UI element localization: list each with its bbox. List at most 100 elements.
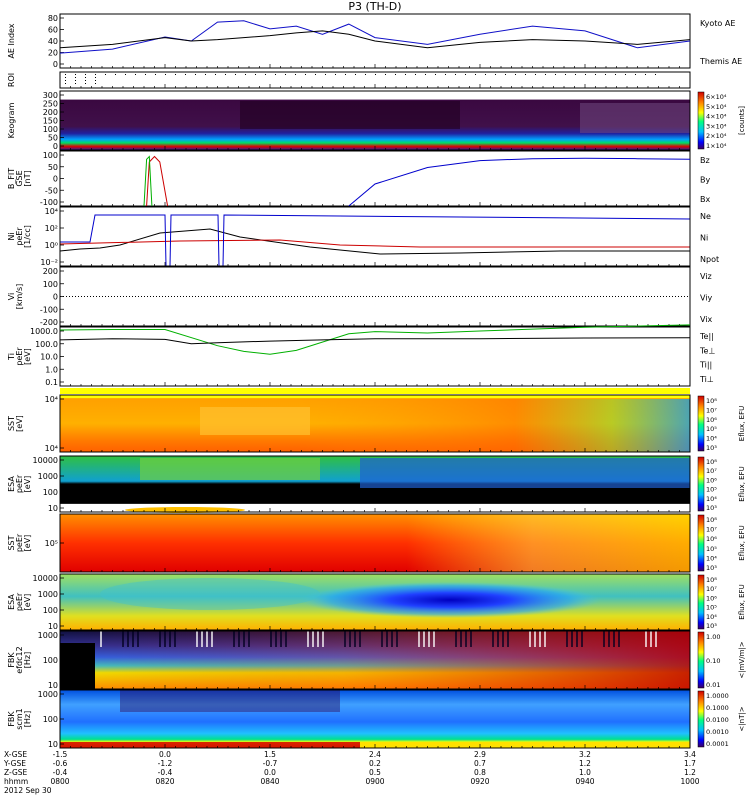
y-tick-label: 10⁰	[45, 241, 58, 250]
roi-dot	[105, 74, 106, 75]
fbk-e-streak	[650, 631, 652, 647]
roi-dot	[655, 74, 656, 75]
colorbar-tick-label: 10⁴	[706, 613, 717, 621]
fbk-e-streak	[174, 631, 176, 647]
panel-vi: 200 100 0 -100 -200 Vi [km/s] Viz Viy Vix	[7, 266, 713, 327]
colorbar-tick-label: 10⁶	[706, 476, 717, 484]
x-axis-value: 0.0	[264, 768, 276, 777]
roi-dot	[65, 80, 66, 81]
fbk-e-red-region	[60, 631, 690, 689]
y-tick-label: 100	[43, 606, 58, 615]
keogram-faint-band	[580, 103, 690, 133]
y-tick-label: 150	[43, 117, 58, 126]
x-axis-value: -1.2	[158, 759, 173, 768]
colorbar-title: <|mV/m|>	[738, 641, 746, 678]
fbk-e-streak	[137, 631, 139, 647]
colorbar-tick-label: 10³	[706, 444, 717, 452]
x-axis-value: -0.7	[263, 759, 278, 768]
fbk-e-streak	[544, 631, 546, 647]
panel-label: peEr	[15, 474, 24, 493]
b-fit-lines	[143, 155, 691, 207]
fbk-e-streak	[243, 631, 245, 647]
fbk-e-streak	[233, 631, 235, 647]
colorbar-tick-label: 10⁶	[706, 535, 717, 543]
fbk-e-streak	[571, 631, 573, 647]
series-label: Kyoto AE	[700, 19, 735, 28]
panel-label: peEr	[15, 533, 24, 552]
y-tick-label: 0	[53, 142, 58, 151]
fbk-e-streak	[349, 631, 351, 647]
roi-dot	[95, 77, 96, 78]
panel-label: [nT]	[23, 170, 32, 186]
fbk-e-streak	[465, 631, 467, 647]
panel-label: FBK	[7, 652, 16, 668]
panel-fbk_b: 1000 100 10 FBK scm1 [Hz] 1.0000 0.1000 0.0100 0.…	[7, 689, 746, 749]
series-label: Ne	[700, 212, 711, 221]
esa-e-green-region	[140, 458, 320, 480]
fbk-e-streak	[576, 631, 578, 647]
y-tick-label: 60	[48, 26, 58, 35]
panel-label: Ni	[7, 232, 16, 240]
colorbar-tick-label: 4×10⁴	[706, 113, 727, 121]
colorbar-gradient	[697, 456, 705, 512]
panel-label: Vi	[7, 293, 16, 301]
series-label: By	[700, 176, 710, 185]
y-tick-label: 50	[48, 163, 58, 172]
roi-dot	[485, 74, 486, 75]
x-axis-value: 0940	[575, 777, 594, 786]
roi-dot	[465, 74, 466, 75]
colorbar-tick-label: 2×10⁴	[706, 132, 727, 140]
y-tick-label: 10.0	[40, 353, 58, 362]
fbk-e-streak	[312, 631, 314, 647]
panel-label: efdc12	[15, 646, 24, 673]
roi-dot	[545, 74, 546, 75]
roi-dot	[215, 74, 216, 75]
panel-ae: 80 60 40 20 0 AE Index Kyoto AE Themis AE	[7, 13, 742, 69]
series-label: Ti||	[699, 361, 712, 370]
roi-dot	[455, 74, 456, 75]
fbk-e-streak	[396, 631, 398, 647]
fbk-e-streak	[386, 631, 388, 647]
colorbar-title: Eflux, EFU	[738, 584, 746, 619]
colorbar-tick-label: 10⁴	[706, 554, 717, 562]
top-band	[60, 388, 690, 394]
series-label: Ni	[700, 234, 708, 243]
panel-background	[60, 72, 690, 88]
fbk-e-streak	[655, 631, 657, 647]
fbk-b-red-strip	[60, 742, 360, 748]
y-tick-label: 80	[48, 14, 58, 23]
roi-dot	[95, 83, 96, 84]
panel-label: [1/cc]	[23, 225, 32, 248]
colorbar-tick-label: 3×10⁴	[706, 122, 727, 130]
roi-dot	[585, 74, 586, 75]
fbk-e-streak	[132, 631, 134, 647]
colorbar-tick-label: 1.0000	[706, 692, 729, 700]
y-tick-label: 50	[48, 134, 58, 143]
roi-dot	[75, 83, 76, 84]
fbk-b-purple-region	[120, 690, 340, 712]
y-tick-label: -100	[40, 305, 58, 314]
roi-dot	[355, 74, 356, 75]
series-label: Te||	[699, 332, 714, 341]
series-label: Themis AE	[699, 57, 742, 66]
y-tick-label: 200	[43, 267, 58, 276]
roi-dot	[155, 74, 156, 75]
colorbar-tick-label: 10⁷	[706, 406, 717, 414]
x-axis-value: -0.4	[158, 768, 173, 777]
x-axis-value: 0.7	[474, 759, 486, 768]
colorbar-gradient	[697, 631, 705, 689]
fbk-e-streak	[470, 631, 472, 647]
panel-label: peEr	[15, 347, 24, 366]
y-tick-label: 10000	[33, 574, 58, 583]
roi-dot	[95, 74, 96, 75]
x-axis-value: 0.2	[369, 759, 381, 768]
colorbar-gradient	[697, 690, 705, 748]
series-label: Viz	[700, 272, 712, 281]
y-tick-label: 100	[43, 715, 58, 724]
y-tick-label: 10⁵	[45, 539, 58, 548]
colorbar-gradient	[697, 91, 705, 150]
panel-label: [eV]	[23, 348, 32, 365]
